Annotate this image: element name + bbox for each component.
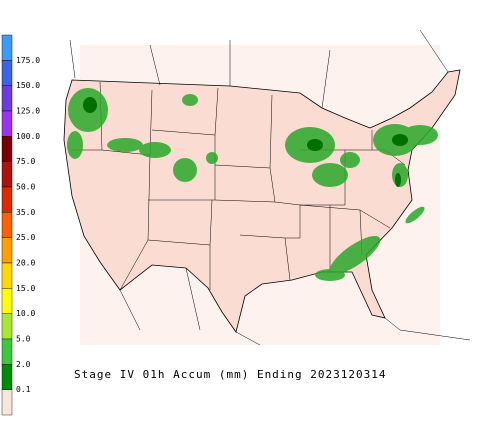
legend-label: 50.0 <box>16 183 35 192</box>
legend-swatch <box>1 34 13 61</box>
legend-label: 100.0 <box>16 132 40 141</box>
legend-label: 25.0 <box>16 233 35 242</box>
legend-label: 175.0 <box>16 56 40 65</box>
legend-swatch <box>1 85 13 112</box>
borders <box>69 29 471 346</box>
legend-swatch <box>1 288 13 314</box>
legend-label: 150.0 <box>16 81 40 90</box>
legend-label: 75.0 <box>16 157 35 166</box>
legend-label: 10.0 <box>16 309 35 318</box>
us-outline <box>63 69 461 333</box>
legend-swatch <box>1 364 13 390</box>
legend-label: 5.0 <box>16 335 31 344</box>
legend-swatch <box>1 389 13 416</box>
legend-label: 2.0 <box>16 360 31 369</box>
legend-swatch <box>1 313 13 340</box>
legend-label: 35.0 <box>16 208 35 217</box>
legend-swatch <box>1 161 13 188</box>
color-legend: 175.0 150.0 125.0 100.0 75.0 50.0 35.0 25.0 20.0… <box>1 34 40 416</box>
legend-label: 20.0 <box>16 259 35 268</box>
legend-swatch <box>1 338 13 365</box>
map-title: Stage IV 01h Accum (mm) Ending 202312031… <box>74 368 387 381</box>
legend-label: 125.0 <box>16 107 40 116</box>
legend-swatch <box>1 186 13 213</box>
legend-swatch <box>1 262 13 289</box>
legend-swatch <box>1 60 13 86</box>
legend-swatch <box>1 212 13 238</box>
heavier-precip <box>83 97 408 187</box>
legend-label: 15.0 <box>16 284 35 293</box>
legend-swatch <box>1 237 13 264</box>
legend-swatch <box>1 136 13 162</box>
legend-swatch <box>1 110 13 137</box>
legend-label: 0.1 <box>16 385 31 394</box>
